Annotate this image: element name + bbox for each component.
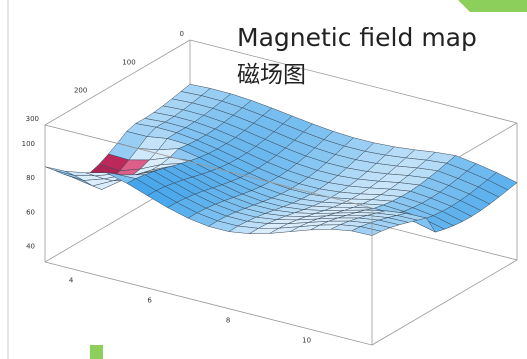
box-edge [371,259,518,346]
depth-tick-label: 100 [122,58,135,66]
x-tick-label: 10 [302,336,311,344]
x-tick-label: 4 [69,277,74,285]
box-edge [44,261,373,346]
height-tick-label: 40 [26,243,35,251]
accent-top [458,0,527,12]
box-edge [189,39,518,124]
height-tick-label: 60 [26,208,35,216]
box-edge [44,124,373,209]
title: Magnetic field map [237,23,477,52]
x-tick-label: 8 [226,316,230,324]
depth-tick-label: 300 [26,115,39,123]
depth-tick-label: 200 [74,87,87,95]
surface-cell [350,226,382,236]
height-tick-label: 100 [22,140,35,148]
box-edge [44,39,191,126]
depth-tick-label: 0 [180,30,184,38]
subtitle: 磁场图 [237,62,306,88]
surface-plot: 0 100 200 300 100 80 60 40 4 6 8 10 [22,30,518,346]
accent-bottom [90,345,103,359]
height-tick-label: 80 [26,174,35,182]
x-tick-label: 6 [147,297,152,305]
